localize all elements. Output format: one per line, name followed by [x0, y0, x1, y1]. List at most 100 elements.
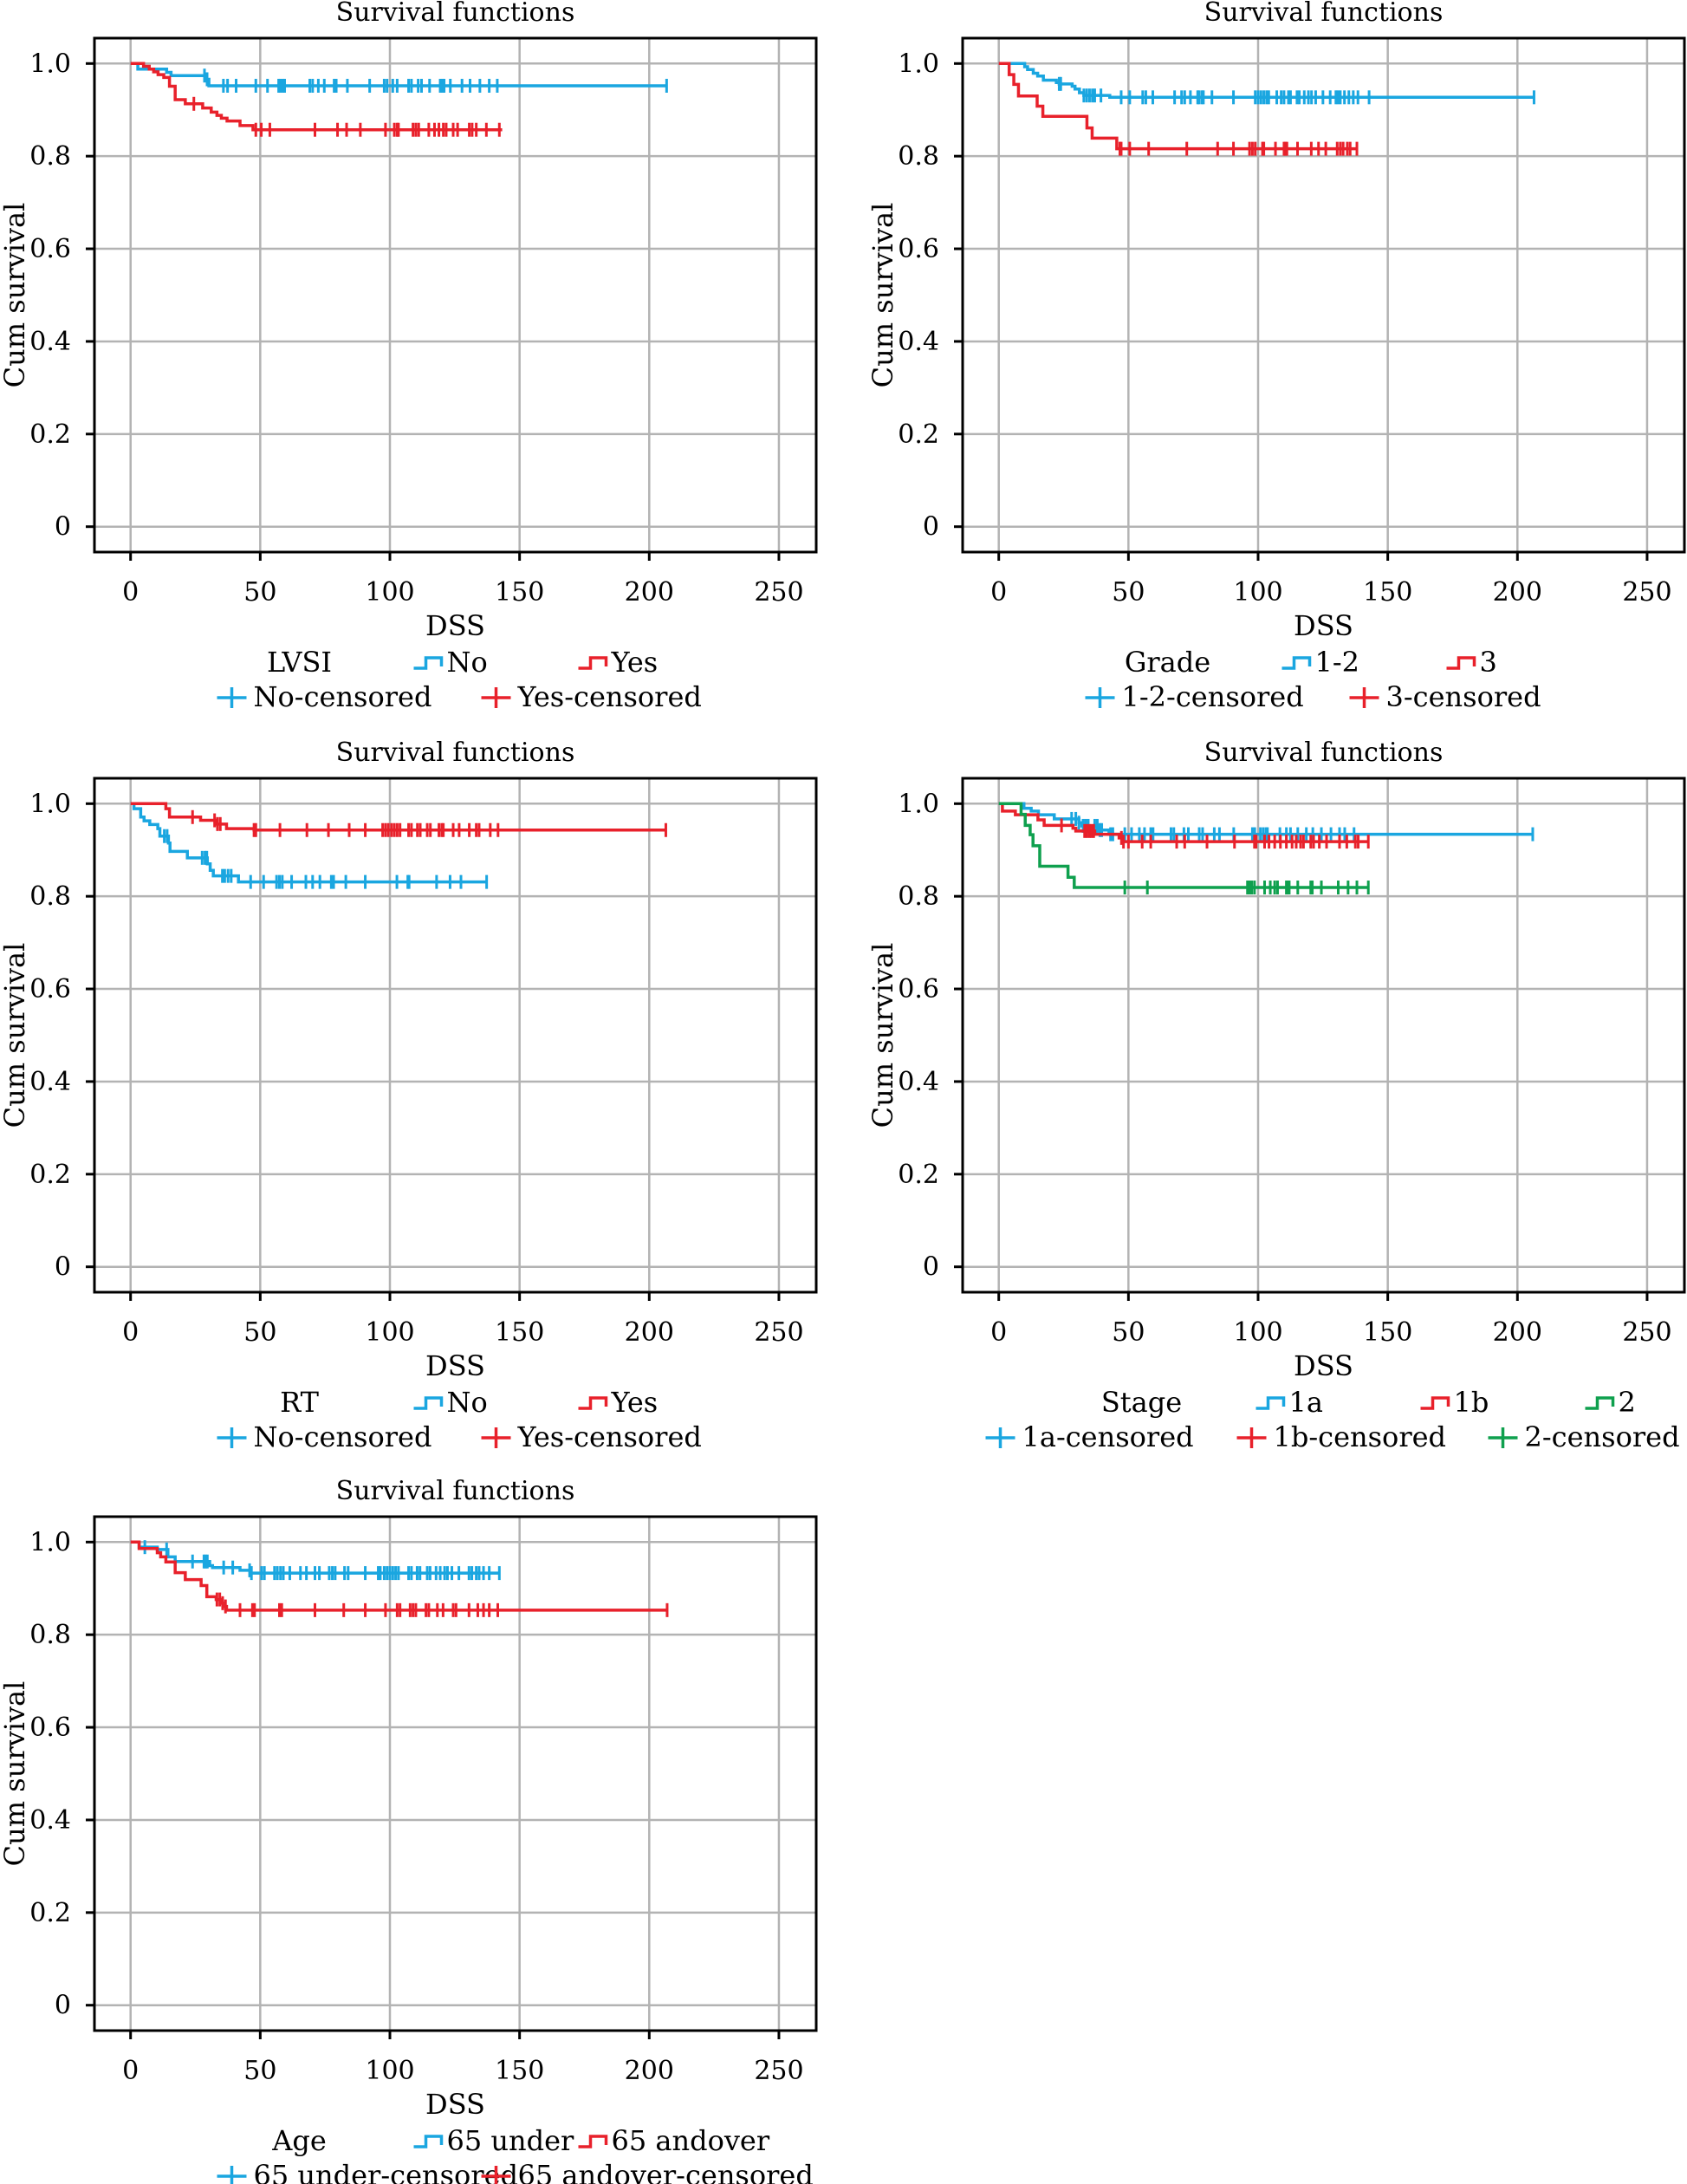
y-tick-label: 0.8 — [898, 141, 939, 172]
legend-label: 1a — [1289, 1386, 1323, 1419]
chart-title: Survival functions — [336, 1476, 575, 1506]
legend-step-icon — [1585, 1396, 1615, 1410]
km-chart-rt: Survival functions 0 50 100 150 200 250 0 0.2 0.4… — [0, 738, 818, 1453]
legend-label: No — [447, 646, 488, 679]
survival-step-line — [998, 802, 1369, 889]
legend-entry-1b-censored: 1b-censored — [1236, 1420, 1446, 1453]
grid — [963, 38, 1684, 552]
legend-entry-yes-censored: Yes-censored — [481, 680, 702, 713]
legend-title: Age — [271, 2124, 327, 2157]
grid — [94, 38, 816, 552]
y-tick-label: 0.6 — [898, 234, 939, 264]
y-tick-label: 0.8 — [29, 141, 71, 172]
legend-entry-3-censored: 3-censored — [1349, 680, 1541, 713]
legend-entry-1-2: 1-2 — [1281, 646, 1360, 679]
y-tick-label: 0.2 — [29, 1898, 71, 1928]
chart-title: Survival functions — [1204, 0, 1444, 28]
series-yes — [130, 802, 667, 837]
legend-entry-no-censored: No-censored — [217, 680, 432, 713]
legend-label: 3-censored — [1386, 680, 1541, 713]
y-tick-label: 0 — [923, 1252, 939, 1283]
chart-title: Survival functions — [336, 0, 575, 28]
y-axis-label: Cum survival — [866, 943, 899, 1128]
legend-title: RT — [280, 1386, 320, 1419]
y-axis-label: Cum survival — [866, 203, 899, 388]
legend-entry-yes: Yes — [578, 1386, 658, 1419]
legend-entry-1a-censored: 1a-censored — [985, 1420, 1194, 1453]
x-axis-label: DSS — [1294, 609, 1353, 642]
x-tick-label: 100 — [1233, 1317, 1282, 1348]
y-tick-label: 1.0 — [29, 1527, 71, 1557]
y-tick-label: 0.2 — [29, 1160, 71, 1190]
x-tick-label: 200 — [625, 2056, 674, 2086]
grid — [94, 1517, 816, 2031]
x-tick-label: 0 — [990, 577, 1007, 608]
legend-censor-icon — [481, 2166, 511, 2184]
x-tick-label: 200 — [1493, 577, 1542, 608]
legend-entry-1-2-censored: 1-2-censored — [1085, 680, 1304, 713]
legend-label: 1b — [1454, 1386, 1489, 1419]
series-yes — [130, 62, 503, 137]
legend-step-icon — [413, 2135, 444, 2148]
legend-censor-icon — [1488, 1427, 1518, 1448]
x-tick-label: 250 — [1622, 1317, 1671, 1348]
legend-label: 3 — [1480, 646, 1497, 679]
legend-step-icon — [578, 2135, 608, 2148]
x-tick-label: 50 — [1112, 1317, 1145, 1348]
y-tick-label: 0.6 — [29, 234, 71, 264]
plot-frame — [961, 36, 1686, 554]
x-tick-label: 250 — [754, 577, 803, 608]
legend-step-icon — [413, 1396, 444, 1410]
y-tick-label: 0.4 — [898, 1067, 939, 1097]
legend-entry-1b: 1b — [1420, 1386, 1489, 1419]
legend-censor-icon — [217, 1427, 247, 1448]
plot-frame — [93, 777, 818, 1294]
grid — [94, 778, 816, 1292]
legend-label: 65 andover-censored — [518, 2159, 814, 2184]
series-1-2 — [998, 62, 1535, 105]
plot-frame — [961, 777, 1686, 1294]
legend-label: 65 andover — [612, 2124, 770, 2157]
x-tick-label: 50 — [243, 2056, 276, 2086]
legend-censor-icon — [217, 2166, 247, 2184]
legend-censor-icon — [217, 687, 247, 708]
legend-label: 1-2 — [1315, 646, 1360, 679]
plot-frame — [93, 1515, 818, 2032]
x-tick-label: 250 — [1622, 577, 1671, 608]
x-axis-label: DSS — [1294, 1349, 1353, 1382]
x-tick-label: 50 — [243, 577, 276, 608]
legend-label: No — [447, 1386, 488, 1419]
legend-entry-yes-censored: Yes-censored — [481, 1420, 702, 1453]
legend-entry-yes: Yes — [578, 646, 658, 679]
y-tick-label: 0.2 — [29, 419, 71, 450]
survival-step-line — [998, 802, 1369, 843]
km-chart-lvsi: Survival functions 0 50 100 150 200 250 0 0.2 0.4… — [0, 0, 818, 713]
series-65-andover — [130, 1540, 669, 1617]
legend-censor-icon — [1236, 1427, 1267, 1448]
legend-title: Stage — [1101, 1386, 1182, 1419]
y-tick-label: 0.8 — [29, 1620, 71, 1650]
legend-entry-2: 2 — [1585, 1386, 1636, 1419]
legend: RT No Yes No-censored Yes-censored — [217, 1386, 702, 1453]
legend-label: 65 under-censored — [254, 2159, 519, 2184]
legend-censor-icon — [481, 1427, 511, 1448]
legend-label: 1-2-censored — [1122, 680, 1304, 713]
series-no — [130, 62, 668, 93]
y-tick-label: 0 — [55, 1252, 71, 1283]
survival-step-line — [998, 62, 1358, 151]
legend-label: No-censored — [254, 1420, 432, 1453]
x-tick-label: 150 — [495, 577, 544, 608]
y-tick-label: 1.0 — [898, 789, 939, 819]
legend-label: Yes-censored — [517, 680, 702, 713]
x-tick-label: 150 — [1363, 577, 1412, 608]
survival-step-line — [130, 62, 667, 88]
km-chart-age: Survival functions 0 50 100 150 200 250 0 0.2 0.4… — [0, 1476, 818, 2184]
km-chart-stage: Survival functions 0 50 100 150 200 250 0 0.2 0.4… — [866, 738, 1686, 1453]
legend-label: No-censored — [254, 680, 432, 713]
x-tick-label: 150 — [1363, 1317, 1412, 1348]
legend-label: 1a-censored — [1022, 1420, 1194, 1453]
legend-entry-no: No — [413, 1386, 488, 1419]
survival-step-line — [130, 802, 666, 832]
series-3 — [998, 62, 1359, 156]
